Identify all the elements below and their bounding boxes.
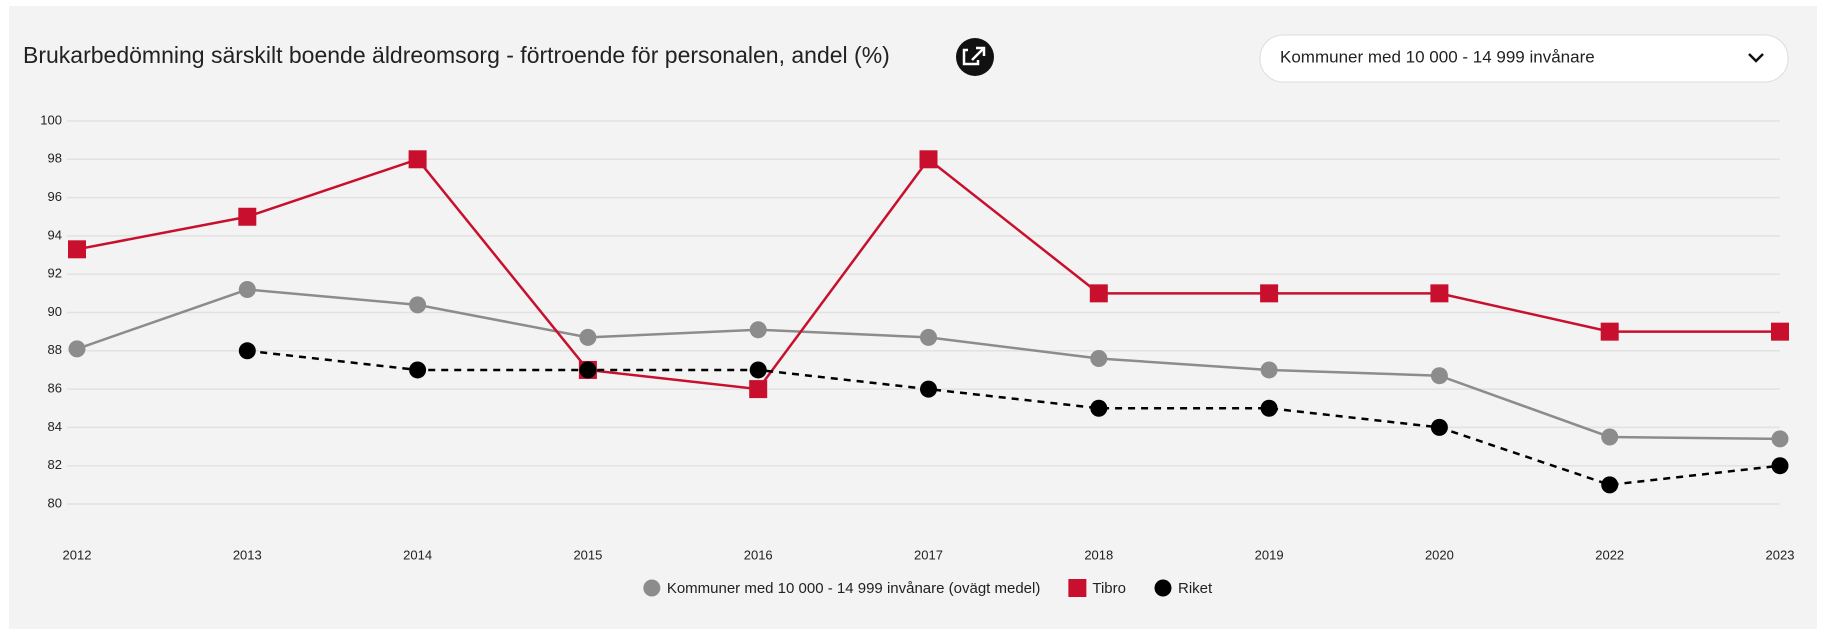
x-tick-label: 2023 bbox=[1766, 547, 1795, 562]
data-point bbox=[749, 361, 767, 379]
y-tick-label: 98 bbox=[48, 151, 62, 166]
panel bbox=[9, 6, 1817, 629]
data-point bbox=[1600, 322, 1619, 341]
x-tick-label: 2012 bbox=[63, 547, 92, 562]
y-tick-label: 100 bbox=[40, 112, 62, 127]
x-tick-label: 2016 bbox=[744, 547, 773, 562]
y-tick-label: 88 bbox=[48, 342, 62, 357]
series-line bbox=[247, 349, 1781, 487]
data-point bbox=[749, 380, 768, 399]
data-point bbox=[919, 150, 938, 169]
data-point bbox=[749, 321, 767, 339]
data-point bbox=[1771, 322, 1789, 341]
data-point bbox=[238, 207, 257, 226]
y-tick-label: 82 bbox=[48, 457, 62, 472]
x-tick-label: 2018 bbox=[1084, 547, 1113, 562]
data-point bbox=[1089, 284, 1108, 303]
data-point bbox=[1260, 361, 1278, 379]
y-tick-label: 94 bbox=[48, 227, 62, 242]
data-point bbox=[1430, 367, 1448, 385]
dropdown-text: Kommuner med 10 000 - 14 999 invånare bbox=[1280, 47, 1595, 66]
x-tick-label: 2020 bbox=[1425, 547, 1454, 562]
data-point bbox=[1260, 284, 1279, 303]
dropdown[interactable]: Kommuner med 10 000 - 14 999 invånare bbox=[1259, 34, 1789, 83]
data-point bbox=[409, 296, 427, 314]
legend-marker bbox=[643, 579, 661, 597]
data-point bbox=[1430, 284, 1449, 303]
y-tick-label: 80 bbox=[48, 495, 62, 510]
data-point bbox=[238, 342, 256, 360]
x-tick-label: 2019 bbox=[1255, 547, 1284, 562]
data-point bbox=[238, 281, 256, 299]
data-point bbox=[920, 380, 937, 398]
data-point bbox=[1090, 349, 1108, 367]
legend-marker bbox=[1154, 579, 1172, 597]
x-tick-label: 2013 bbox=[233, 547, 262, 562]
data-point bbox=[68, 240, 86, 259]
data-point bbox=[1260, 399, 1278, 417]
data-point bbox=[920, 328, 937, 346]
data-point bbox=[579, 328, 597, 346]
x-tick-label: 2017 bbox=[914, 547, 943, 562]
y-tick-label: 90 bbox=[48, 304, 62, 319]
data-point bbox=[579, 361, 597, 379]
share-button[interactable] bbox=[956, 38, 994, 76]
data-point bbox=[1430, 418, 1448, 436]
x-tick-label: 2022 bbox=[1595, 547, 1624, 562]
y-tick-label: 84 bbox=[48, 419, 62, 434]
data-point bbox=[1601, 476, 1619, 494]
y-tick-label: 86 bbox=[48, 381, 62, 396]
y-tick-label: 96 bbox=[48, 189, 62, 204]
x-tick-label: 2015 bbox=[573, 547, 602, 562]
legend-label: Kommuner med 10 000 - 14 999 invånare (o… bbox=[667, 580, 1041, 597]
data-point bbox=[68, 340, 86, 358]
chart-title: Brukarbedömning särskilt boende äldreoms… bbox=[23, 42, 890, 68]
x-tick-label: 2014 bbox=[403, 547, 432, 562]
legend-label: Riket bbox=[1178, 580, 1213, 597]
data-point bbox=[1771, 430, 1789, 448]
data-point bbox=[1090, 399, 1108, 417]
data-point bbox=[409, 361, 427, 379]
legend-marker bbox=[1068, 579, 1087, 597]
data-point bbox=[408, 150, 427, 169]
data-point bbox=[1771, 457, 1789, 475]
legend-label: Tibro bbox=[1092, 580, 1126, 597]
data-point bbox=[1601, 428, 1619, 446]
y-tick-label: 92 bbox=[48, 266, 62, 281]
